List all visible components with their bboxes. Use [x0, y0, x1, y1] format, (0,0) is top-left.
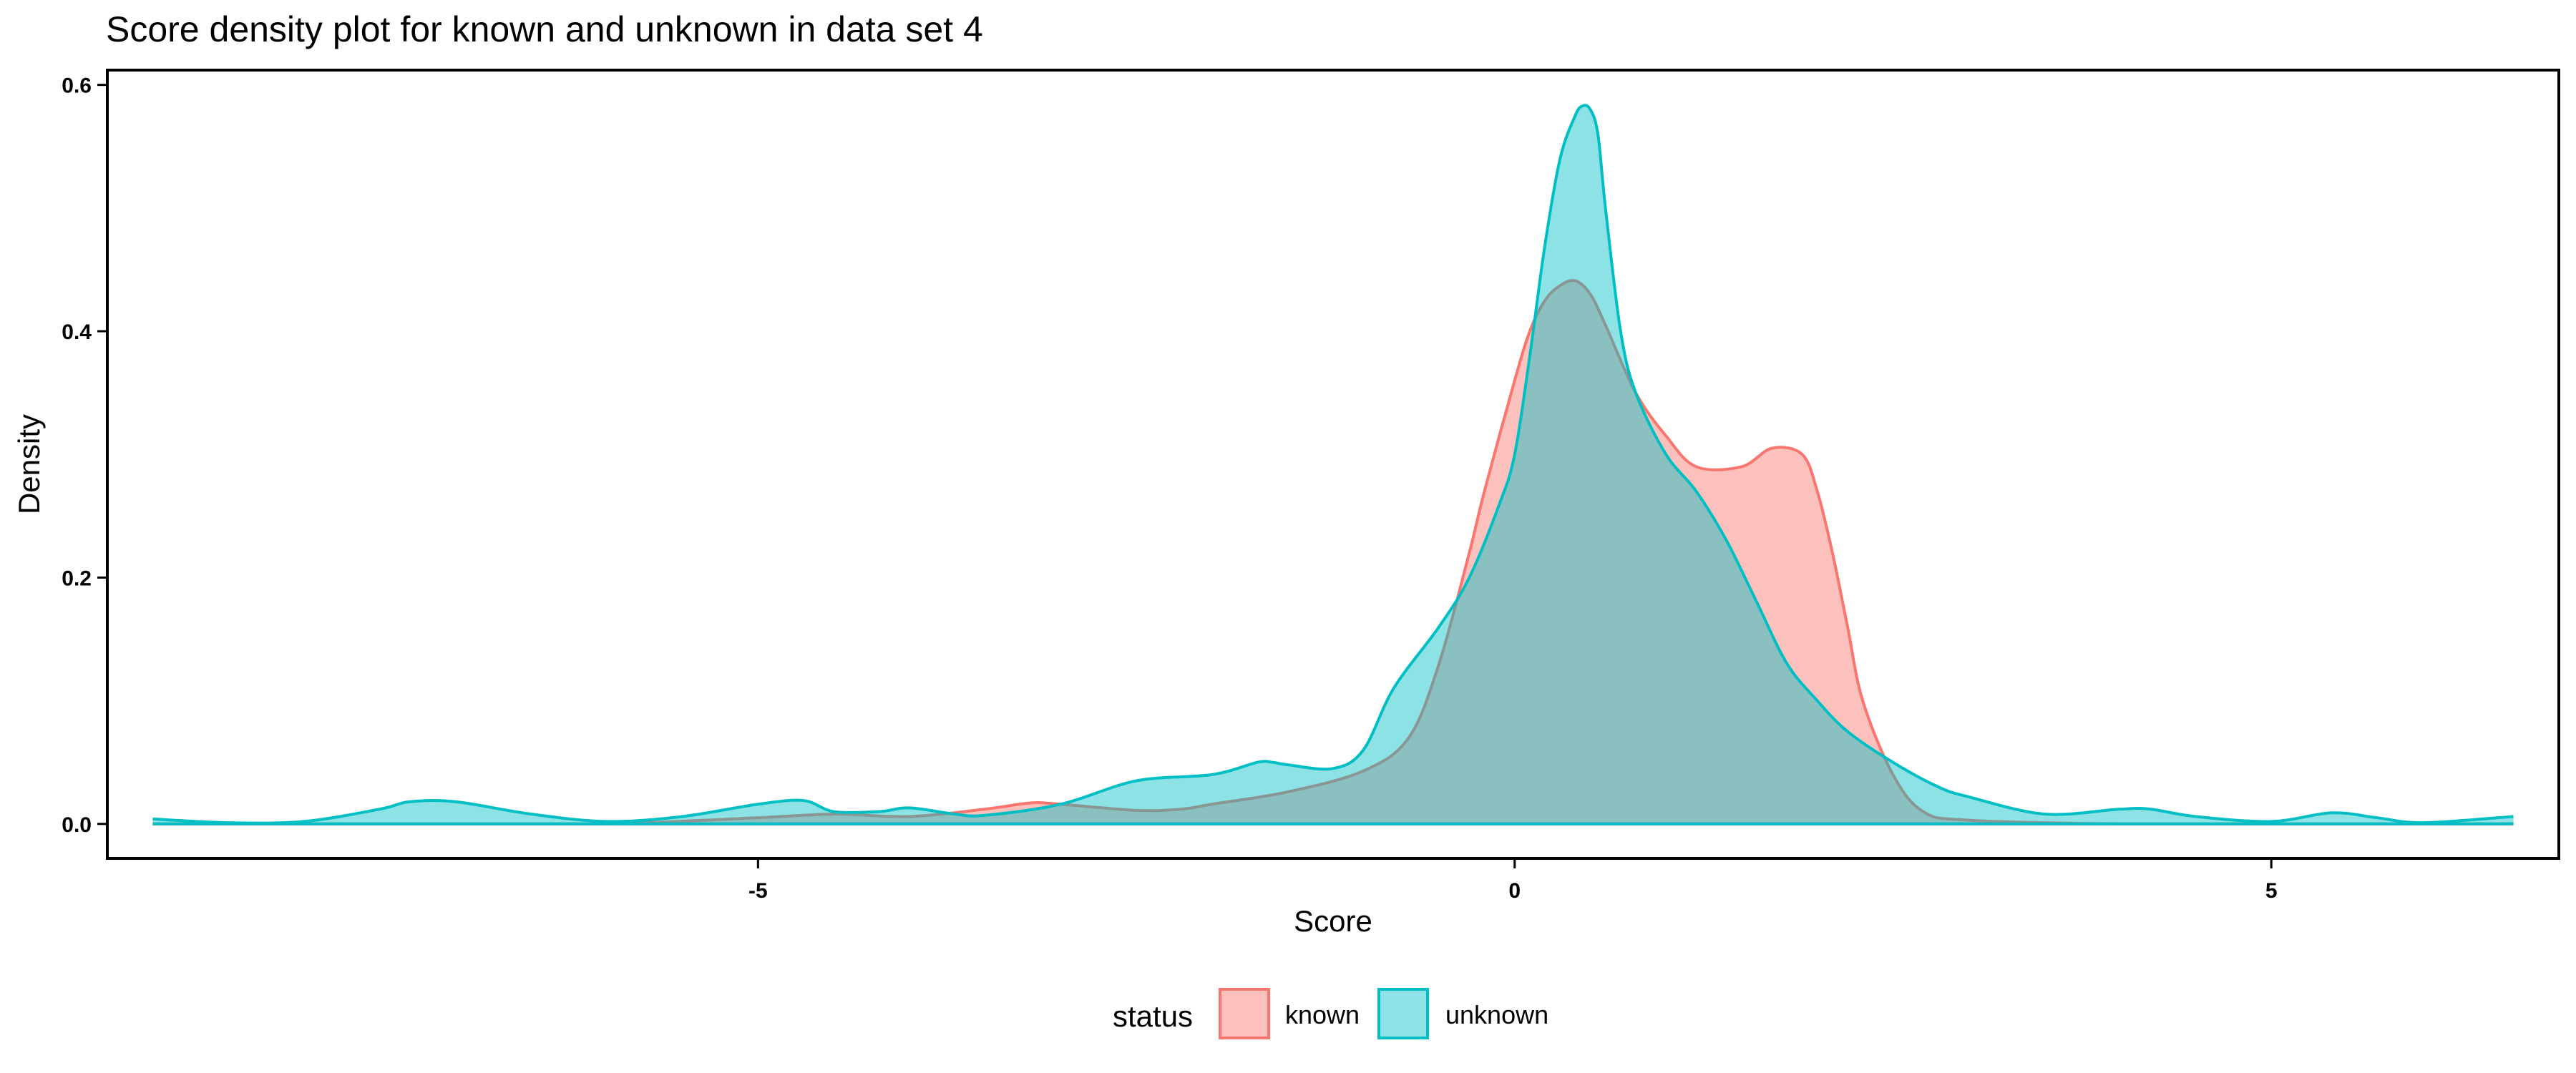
- y-tick-label: 0.4: [62, 320, 92, 344]
- density-area-unknown: [152, 105, 2514, 824]
- density-area-known: [152, 280, 2514, 824]
- chart-title: Score density plot for known and unknown…: [106, 9, 983, 49]
- legend-swatch-known: [1219, 988, 1270, 1039]
- legend-title: status: [1113, 999, 1193, 1033]
- plot-frame: [106, 69, 2560, 860]
- x-axis: -5 0 5: [748, 858, 2278, 903]
- density-line-known: [152, 278, 2514, 825]
- legend: status known unknown: [1113, 988, 1548, 1039]
- density-line-unknown: [152, 104, 2514, 825]
- x-tick-label: -5: [748, 879, 768, 903]
- y-tick-label: 0.2: [62, 567, 92, 590]
- y-axis-title: Density: [12, 414, 46, 514]
- legend-label-known: known: [1285, 1000, 1360, 1029]
- y-axis: 0.0 0.2 0.4 0.6: [62, 74, 107, 837]
- legend-label-unknown: unknown: [1445, 1000, 1548, 1029]
- plot-area: [152, 104, 2514, 825]
- x-tick-label: 5: [2265, 879, 2278, 903]
- x-tick-label: 0: [1508, 879, 1521, 903]
- legend-swatch-unknown: [1377, 988, 1429, 1039]
- y-tick-label: 0.6: [62, 74, 92, 98]
- x-axis-title: Score: [1294, 904, 1372, 938]
- y-tick-label: 0.0: [62, 813, 92, 837]
